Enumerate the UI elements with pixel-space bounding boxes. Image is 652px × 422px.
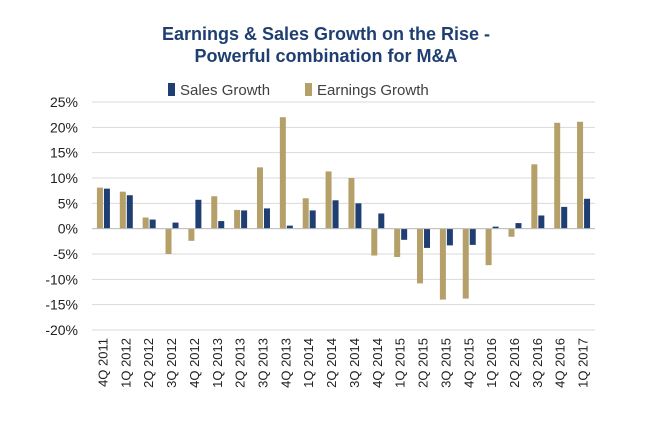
legend-swatch-sales-growth — [168, 83, 175, 96]
x-axis-ticks: 4Q 2011 1Q 2012 2Q 2012 3Q 2012 4Q 2012 1Q 20… — [95, 338, 590, 388]
x-tick-label: 3Q 2014 — [347, 338, 362, 388]
legend: Sales Growth Earnings Growth — [168, 82, 429, 99]
bar-earnings-growth — [119, 191, 126, 229]
bar-sales-growth — [103, 188, 110, 229]
bar-sales-growth — [515, 223, 522, 229]
x-tick-label: 2Q 2015 — [416, 338, 431, 388]
y-axis-ticks: -20% -15% -10% -5% 0% 5% 10% 15% 20% 25% — [45, 94, 78, 338]
legend-label-earnings-growth: Earnings Growth — [317, 82, 429, 99]
chart-subtitle: Powerful combination for M&A — [195, 46, 458, 66]
bar-sales-growth — [172, 222, 179, 229]
bar-sales-growth — [309, 210, 316, 229]
y-tick-label: 20% — [50, 119, 78, 135]
x-tick-label: 4Q 2012 — [187, 338, 202, 388]
bar-earnings-growth — [256, 167, 263, 229]
x-tick-label: 4Q 2014 — [370, 338, 385, 388]
y-tick-label: -5% — [53, 246, 78, 262]
x-tick-label: 2Q 2016 — [507, 338, 522, 388]
bar-earnings-growth — [165, 228, 172, 254]
bars — [96, 117, 591, 300]
x-tick-label: 2Q 2014 — [324, 338, 339, 388]
x-tick-label: 1Q 2014 — [301, 338, 316, 388]
bar-earnings-growth — [234, 209, 241, 229]
y-tick-label: -10% — [45, 271, 78, 287]
bar-earnings-growth — [417, 228, 424, 284]
bar-earnings-growth — [371, 228, 378, 256]
bar-earnings-growth — [462, 228, 469, 299]
bar-earnings-growth — [439, 228, 446, 300]
bar-earnings-growth — [531, 164, 538, 229]
x-tick-label: 4Q 2011 — [95, 338, 110, 387]
x-tick-label: 3Q 2012 — [164, 338, 179, 388]
bar-sales-growth — [584, 198, 591, 229]
bar-earnings-growth — [508, 228, 515, 237]
chart-title: Earnings & Sales Growth on the Rise - — [162, 24, 490, 44]
bar-earnings-growth — [211, 196, 218, 229]
bar-sales-growth — [355, 203, 362, 229]
bar-sales-growth — [195, 199, 202, 229]
x-tick-label: 1Q 2017 — [576, 338, 591, 388]
bar-earnings-growth — [279, 117, 286, 229]
x-tick-label: 4Q 2015 — [461, 338, 476, 388]
bar-sales-growth — [263, 208, 270, 229]
x-tick-label: 3Q 2015 — [438, 338, 453, 388]
bar-earnings-growth — [302, 198, 309, 229]
y-tick-label: -20% — [45, 322, 78, 338]
x-tick-label: 1Q 2013 — [210, 338, 225, 388]
bar-sales-growth — [561, 206, 568, 229]
legend-label-sales-growth: Sales Growth — [180, 82, 270, 99]
bar-sales-growth — [492, 226, 499, 229]
bar-sales-growth — [538, 215, 545, 229]
bar-earnings-growth — [554, 122, 561, 229]
bar-sales-growth — [424, 228, 431, 248]
bar-sales-growth — [446, 228, 453, 246]
x-tick-label: 1Q 2015 — [393, 338, 408, 388]
x-tick-label: 4Q 2013 — [278, 338, 293, 388]
y-tick-label: -15% — [45, 297, 78, 313]
x-tick-label: 1Q 2012 — [118, 338, 133, 388]
bar-sales-growth — [286, 225, 293, 229]
bar-earnings-growth — [96, 187, 103, 229]
bar-sales-growth — [401, 228, 408, 240]
legend-swatch-earnings-growth — [305, 83, 312, 96]
y-tick-label: 10% — [50, 170, 78, 186]
bar-earnings-growth — [577, 121, 584, 229]
y-tick-label: 25% — [50, 94, 78, 110]
bar-sales-growth — [126, 195, 133, 229]
y-tick-label: 15% — [50, 145, 78, 161]
bar-earnings-growth — [188, 228, 195, 241]
x-tick-label: 3Q 2016 — [530, 338, 545, 388]
bar-sales-growth — [378, 213, 385, 229]
bar-earnings-growth — [394, 228, 401, 258]
bar-sales-growth — [149, 219, 156, 229]
bar-sales-growth — [469, 228, 476, 245]
x-tick-label: 2Q 2012 — [141, 338, 156, 388]
bar-sales-growth — [332, 200, 339, 229]
x-tick-label: 3Q 2013 — [255, 338, 270, 388]
y-tick-label: 5% — [58, 195, 78, 211]
bar-earnings-growth — [485, 228, 492, 266]
x-tick-label: 1Q 2016 — [484, 338, 499, 388]
bar-sales-growth — [241, 210, 248, 229]
bar-earnings-growth — [325, 171, 332, 229]
y-tick-label: 0% — [58, 221, 78, 237]
bar-sales-growth — [218, 221, 225, 229]
gridlines — [92, 101, 595, 331]
x-tick-label: 2Q 2013 — [233, 338, 248, 388]
x-tick-label: 4Q 2016 — [553, 338, 568, 388]
bar-earnings-growth — [348, 178, 355, 229]
bar-earnings-growth — [142, 217, 149, 229]
